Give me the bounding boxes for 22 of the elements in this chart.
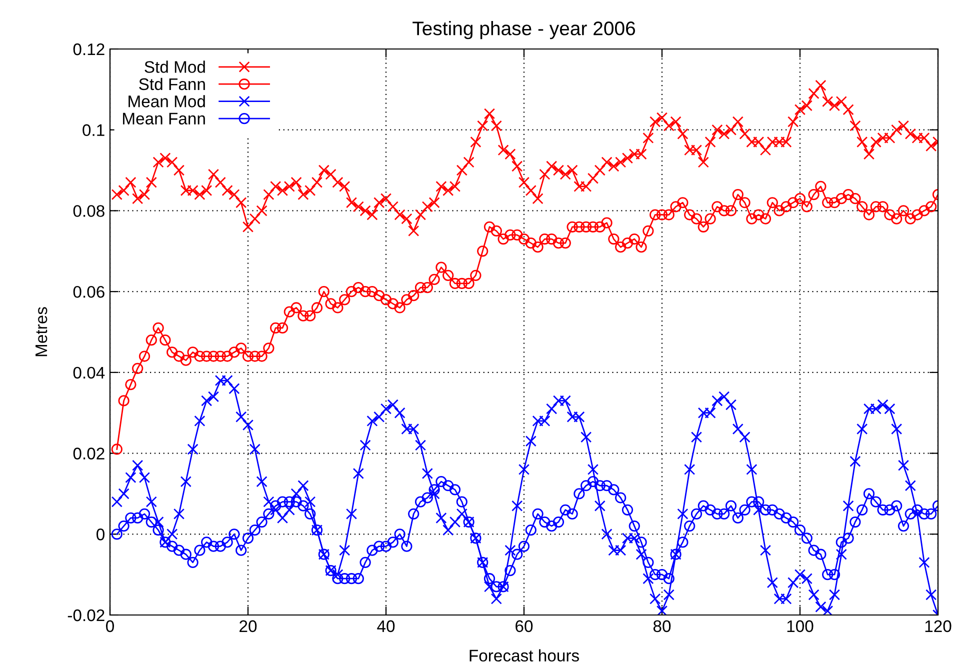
legend-label: Mean Fann [123, 112, 205, 125]
x-tick-label: 40 [377, 620, 395, 632]
x-tick-label: 0 [106, 620, 114, 632]
y-tick-label: 0.04 [73, 366, 105, 379]
y-tick-label: 0.06 [73, 286, 104, 298]
legend-label: Std Fann [139, 78, 205, 90]
y-tick-label: 0 [96, 528, 104, 540]
legend-label: Std Mod [144, 60, 205, 73]
y-tick-label: 0.1 [82, 124, 104, 136]
y-axis-title: Metres [36, 307, 48, 356]
legend-label: Mean Mod [128, 95, 205, 108]
x-axis-title: Forecast hours [470, 649, 579, 662]
y-tick-label: 0.08 [73, 205, 104, 217]
chart-title: Testing phase - year 2006 [412, 21, 636, 40]
y-tick-label: 0.12 [73, 43, 104, 56]
x-tick-label: 20 [240, 620, 257, 632]
x-tick-label: 60 [516, 620, 533, 632]
x-tick-label: 120 [925, 620, 952, 632]
y-tick-label: 0.02 [73, 448, 104, 460]
x-tick-label: 100 [787, 620, 814, 632]
y-tick-label: -0.02 [68, 609, 104, 622]
x-tick-label: 80 [653, 620, 671, 632]
